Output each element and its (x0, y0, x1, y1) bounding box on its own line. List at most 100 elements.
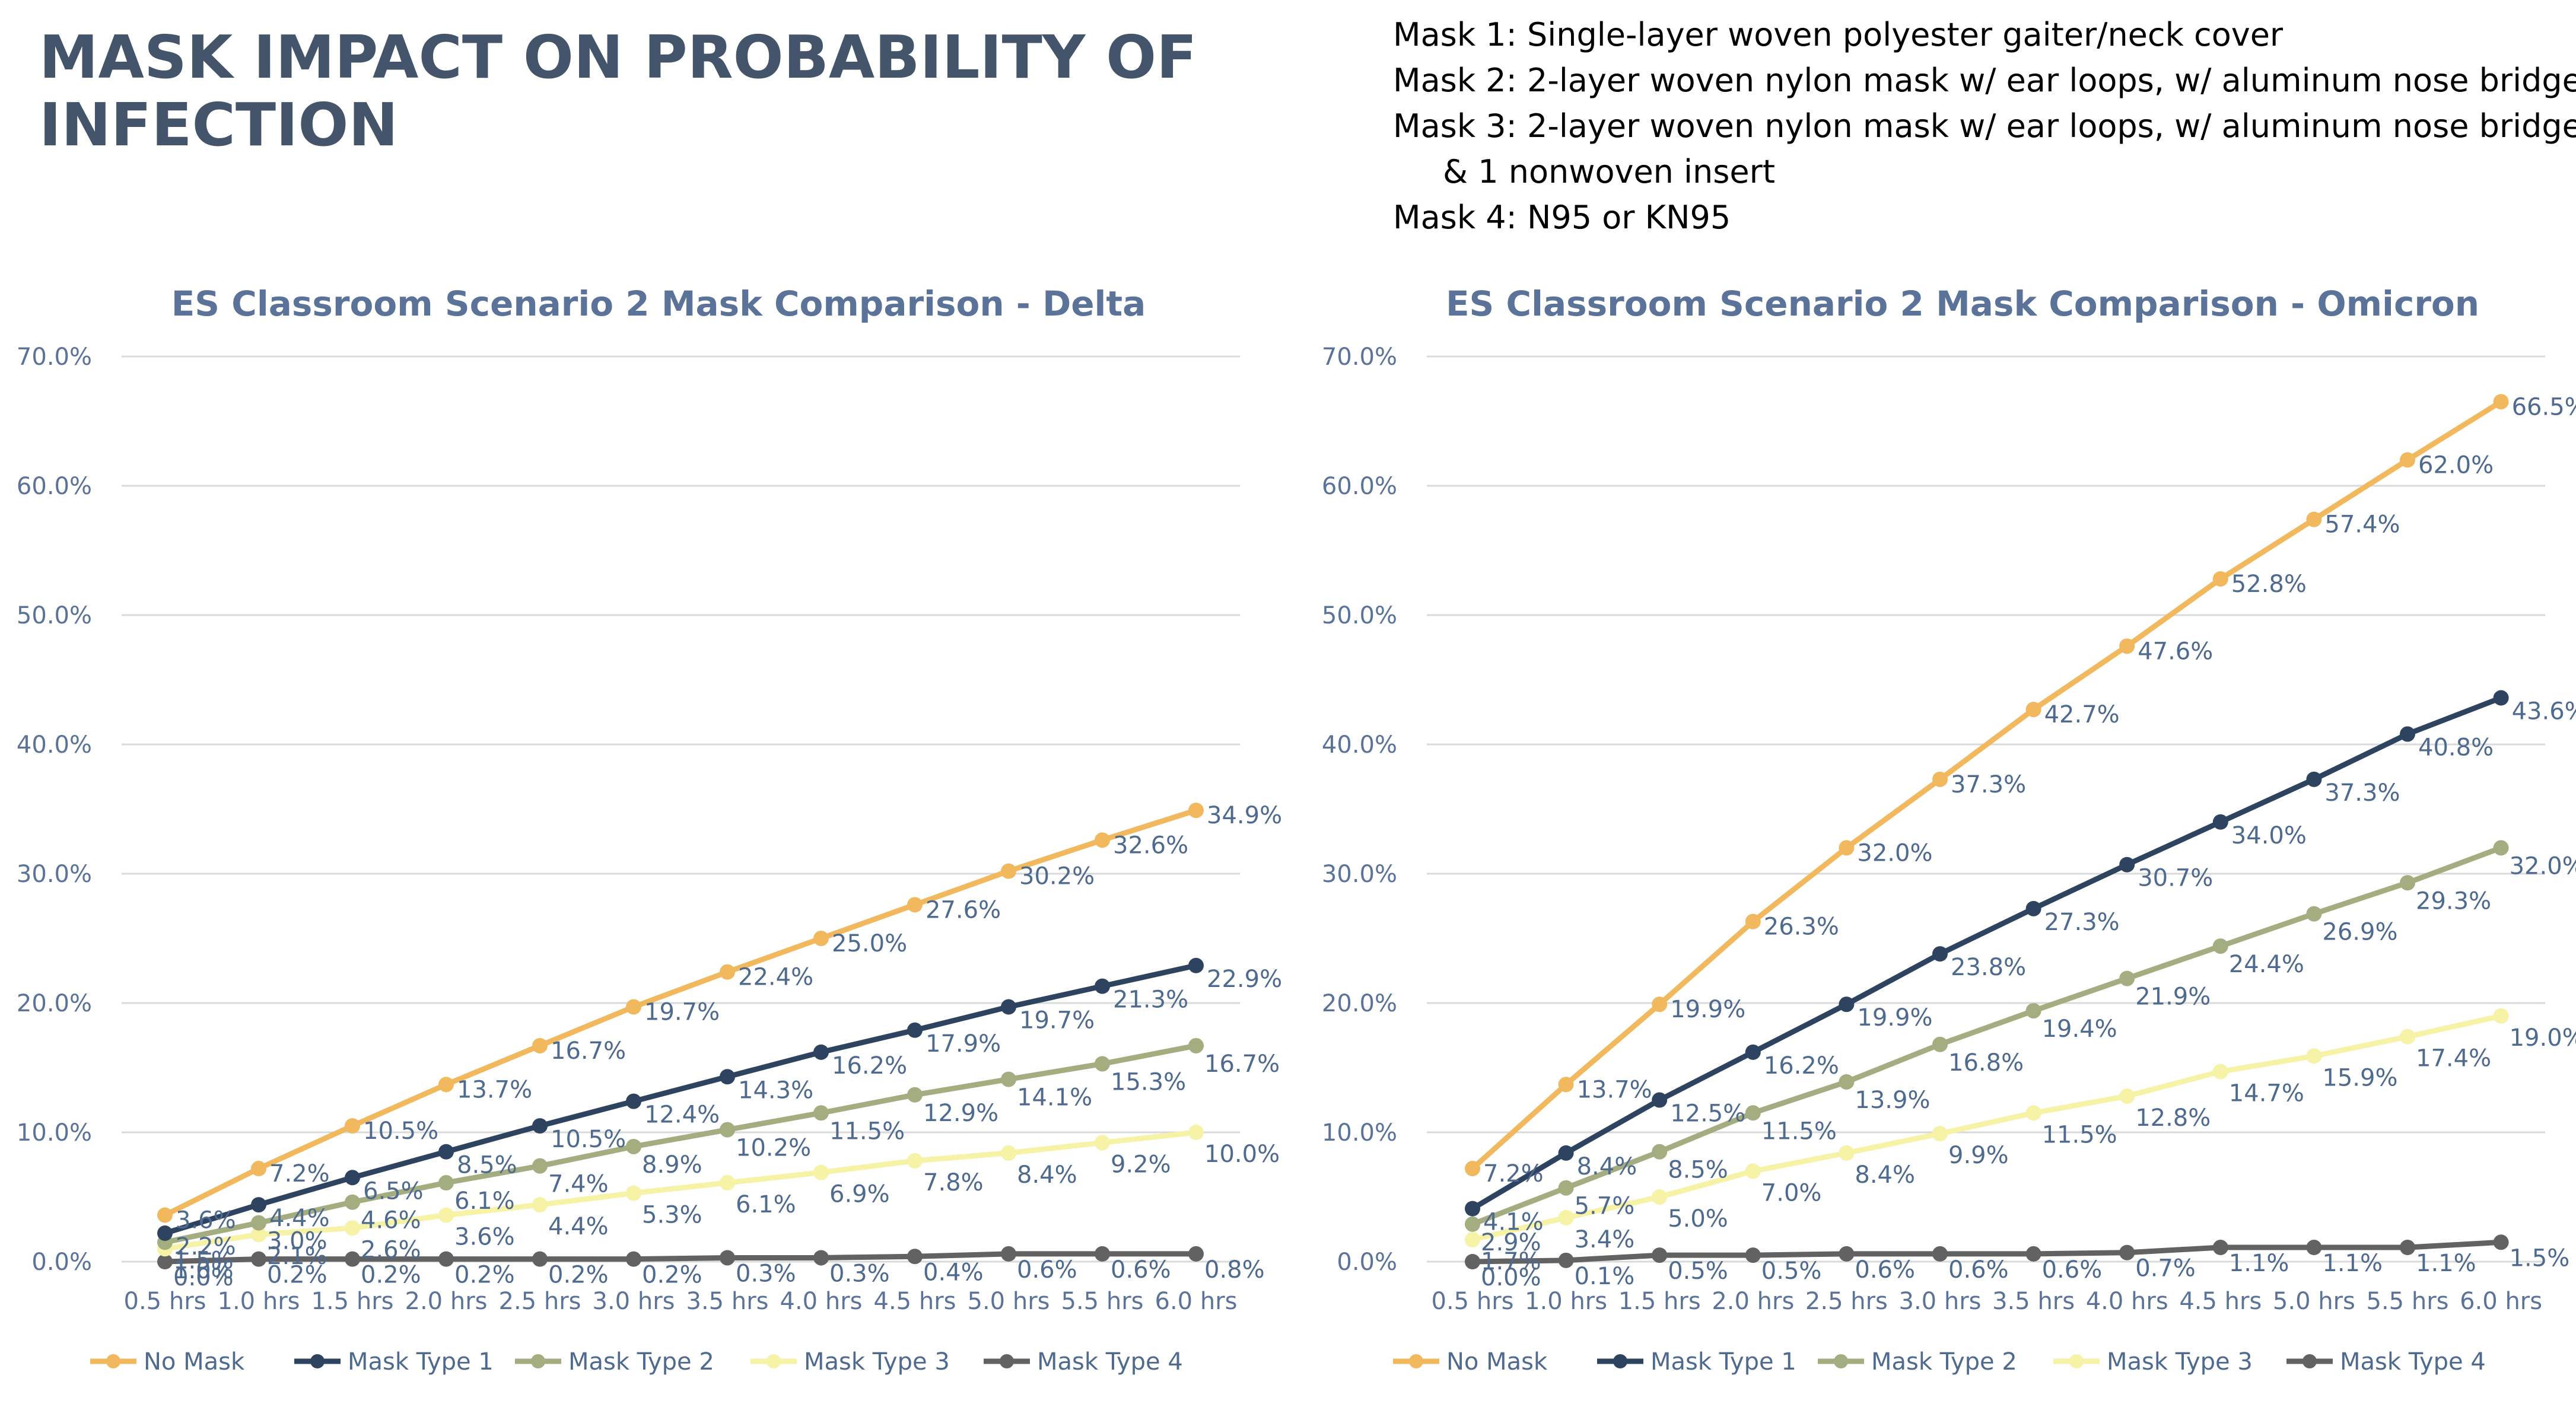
data-label: 9.9% (1948, 1142, 2009, 1169)
data-label: 7.2% (1483, 1160, 1544, 1187)
legend-label: Mask Type 3 (2107, 1348, 2253, 1376)
legend-label: Mask Type 3 (804, 1348, 950, 1376)
x-tick-label: 1.0 hrs (218, 1288, 300, 1315)
data-label: 34.9% (1207, 802, 1282, 829)
data-label: 5.3% (642, 1201, 702, 1228)
data-point (438, 1251, 454, 1267)
data-label: 11.5% (1761, 1118, 1837, 1145)
data-label: 7.0% (1761, 1179, 1822, 1206)
data-label: 8.9% (642, 1151, 702, 1179)
data-label: 1.1% (2416, 1250, 2476, 1277)
data-point (626, 1093, 641, 1109)
data-label: 26.9% (2322, 919, 2397, 946)
series-line (164, 963, 1197, 1236)
data-point (438, 1175, 454, 1191)
legend-swatch-marker (1000, 1354, 1014, 1368)
legend-label: Mask Type 1 (348, 1348, 494, 1376)
data-label: 0.3% (829, 1260, 890, 1287)
legend-label: Mask Type 2 (568, 1348, 714, 1376)
series-mask-type-2 (1465, 840, 2509, 1232)
series-line (164, 1129, 1197, 1252)
data-point (532, 1197, 548, 1213)
legend-item: Mask Type 2 (1818, 1348, 2017, 1376)
data-point (251, 1251, 266, 1267)
data-point (2493, 690, 2509, 706)
data-point (157, 1254, 173, 1269)
legend-item: No Mask (1393, 1348, 1548, 1376)
data-point (2119, 970, 2135, 986)
data-point (2025, 1003, 2041, 1019)
data-label: 25.0% (832, 930, 907, 957)
x-tick-label: 6.0 hrs (2460, 1288, 2542, 1315)
legend-swatch-marker (767, 1354, 781, 1368)
data-label: 1.0% (173, 1257, 234, 1284)
data-point (1652, 997, 1668, 1013)
series-line (1471, 845, 2502, 1227)
data-label: 4.4% (269, 1205, 330, 1232)
y-tick-label: 30.0% (17, 861, 92, 888)
data-point (1188, 957, 1204, 973)
data-label: 0.6% (2042, 1256, 2103, 1284)
data-point (438, 1077, 454, 1093)
x-tick-label: 4.0 hrs (780, 1288, 863, 1315)
x-tick-label: 3.0 hrs (593, 1288, 675, 1315)
data-point (1188, 1246, 1204, 1262)
data-point (1465, 1201, 1480, 1217)
data-point (345, 1251, 360, 1267)
data-label: 32.6% (1113, 832, 1188, 859)
data-label: 3.6% (176, 1207, 236, 1234)
data-point (345, 1170, 360, 1186)
x-tick-label: 0.5 hrs (124, 1288, 206, 1315)
data-point (2119, 638, 2135, 654)
data-point (1095, 1056, 1110, 1072)
data-label: 13.7% (1577, 1076, 1652, 1103)
data-label: 8.4% (1577, 1153, 1637, 1180)
data-label: 3.4% (1575, 1226, 1635, 1253)
data-label: 27.6% (926, 896, 1001, 924)
legend-swatch-marker (106, 1354, 120, 1368)
x-tick-label: 5.0 hrs (2273, 1288, 2355, 1315)
data-label: 6.1% (454, 1187, 515, 1215)
data-label: 13.7% (457, 1076, 532, 1103)
y-tick-label: 40.0% (1322, 731, 1397, 759)
mask-note-text: Single-layer woven polyester gaiter/neck… (1526, 16, 2284, 53)
series-mask-type-1 (1465, 690, 2509, 1217)
y-tick-label: 20.0% (17, 990, 92, 1017)
data-label: 6.5% (363, 1177, 424, 1205)
data-label: 22.4% (738, 964, 813, 991)
data-point (2306, 1048, 2322, 1064)
data-label: 14.3% (738, 1077, 813, 1104)
mask-note-text: 2-layer woven nylon mask w/ ear loops, w… (1526, 107, 2576, 145)
data-label: 29.3% (2416, 887, 2491, 915)
data-label: 16.7% (1204, 1050, 1280, 1078)
chart-title: ES Classroom Scenario 2 Mask Comparison … (171, 284, 1146, 324)
mask-note-key: Mask 1: (1393, 16, 1517, 53)
data-point (907, 1153, 923, 1169)
data-point (2025, 900, 2041, 916)
data-point (1001, 1145, 1016, 1161)
data-label: 30.7% (2138, 865, 2213, 892)
legend-swatch-marker (531, 1354, 545, 1368)
data-label: 12.8% (2135, 1104, 2211, 1132)
data-point (1001, 1071, 1016, 1087)
series-line (1471, 695, 2502, 1211)
legend-label: Mask Type 2 (1871, 1348, 2017, 1376)
data-label: 26.3% (1764, 913, 1839, 941)
data-point (2025, 1105, 2041, 1121)
data-label: 9.2% (1111, 1151, 1171, 1178)
data-point (1558, 1180, 1574, 1196)
y-tick-label: 0.0% (1337, 1249, 1397, 1276)
mask-note-text: 2-layer woven nylon mask w/ ear loops, w… (1526, 62, 2576, 99)
data-label: 7.4% (548, 1171, 609, 1198)
series-line (164, 1043, 1197, 1245)
data-point (1001, 999, 1016, 1015)
data-point (1188, 1037, 1204, 1053)
data-label: 0.2% (548, 1262, 609, 1289)
data-point (813, 1044, 829, 1060)
data-label: 24.4% (2229, 951, 2304, 978)
data-label: 8.4% (1855, 1161, 1915, 1189)
data-point (532, 1158, 548, 1174)
data-point (720, 1122, 735, 1138)
data-label: 0.0% (173, 1264, 234, 1291)
data-point (2400, 875, 2415, 891)
